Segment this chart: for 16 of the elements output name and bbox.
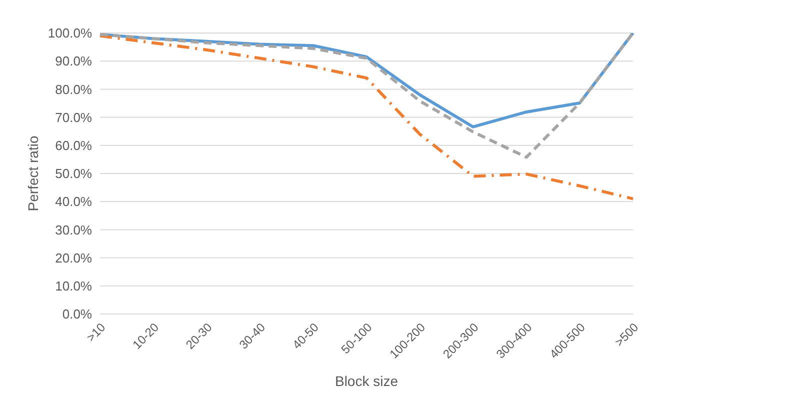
y-tick-label: 90.0% (55, 54, 92, 69)
y-tick-label: 100.0% (48, 26, 92, 41)
line-series (98, 34, 634, 200)
y-tick-label: 70.0% (55, 110, 92, 125)
y-tick-label: 40.0% (55, 194, 92, 210)
x-axis-title: Block size (334, 373, 398, 389)
y-tick-label: 50.0% (55, 166, 92, 182)
y-tick-label: 60.0% (55, 138, 92, 154)
y-tick-label: 0.0% (62, 306, 92, 322)
x-tick-label: >10 (84, 320, 108, 345)
y-tick-label: 20.0% (55, 250, 92, 266)
y-tick-label: 80.0% (55, 82, 92, 97)
y-axis-title: Perfect ratio (24, 136, 41, 212)
y-tick-label: 10.0% (55, 278, 92, 294)
y-tick-label: 30.0% (55, 222, 92, 238)
line-series (98, 33, 634, 159)
